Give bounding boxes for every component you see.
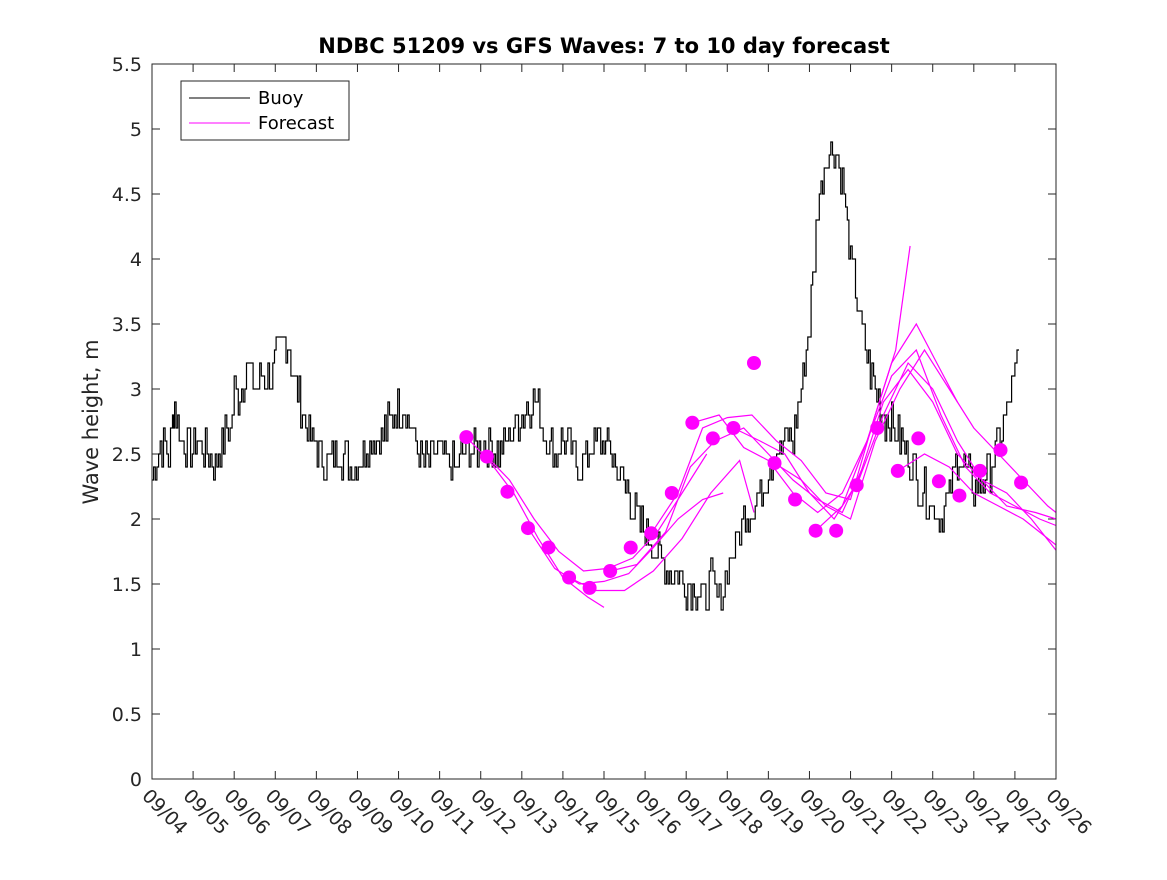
y-tick-label: 5: [130, 119, 142, 141]
y-tick-label: 1: [130, 639, 142, 661]
forecast-marker: [582, 580, 597, 595]
y-tick-label: 1.5: [112, 574, 142, 596]
forecast-marker: [500, 484, 515, 499]
forecast-marker: [459, 430, 474, 445]
forecast-run-line: [527, 492, 724, 585]
forecast-marker: [808, 523, 823, 538]
y-tick-label: 5.5: [112, 54, 142, 76]
forecast-marker: [993, 443, 1008, 458]
forecast-run-line: [856, 368, 1057, 551]
forecast-marker: [479, 449, 494, 464]
y-tick-label: 3.5: [112, 314, 142, 336]
forecast-marker: [562, 570, 577, 585]
forecast-marker: [911, 431, 926, 446]
forecast-marker: [664, 486, 679, 500]
y-tick-label: 4.5: [112, 184, 142, 206]
forecast-marker: [767, 456, 782, 471]
forecast-marker: [705, 431, 720, 446]
forecast-run-line: [486, 453, 708, 572]
forecast-run-line: [733, 361, 1057, 520]
forecast-marker: [788, 492, 803, 507]
forecast-marker: [726, 421, 741, 435]
y-tick-label: 4: [130, 249, 142, 271]
forecast-marker: [931, 474, 946, 489]
forecast-marker: [603, 564, 618, 578]
y-tick-label: 2.5: [112, 444, 142, 466]
forecast-run-line: [692, 322, 958, 514]
legend-buoy-label: Buoy: [258, 88, 304, 109]
forecast-run-line: [897, 453, 1057, 546]
forecast-marker: [952, 488, 967, 503]
y-tick-label: 3: [130, 379, 142, 401]
axes-frame-top: [151, 63, 1057, 780]
forecast-marker: [849, 478, 864, 493]
legend-box: [180, 80, 350, 141]
legend-forecast-label: Forecast: [258, 113, 334, 134]
y-axis-label: Wave height, m: [79, 339, 103, 504]
y-tick-label: 2: [130, 509, 142, 531]
y-tick-label: 0.5: [112, 704, 142, 726]
forecast-marker: [623, 540, 638, 555]
forecast-run-line: [568, 459, 755, 592]
forecast-marker: [746, 356, 761, 370]
forecast-marker: [685, 415, 700, 430]
chart-title: NDBC 51209 vs GFS Waves: 7 to 10 day for…: [318, 34, 889, 58]
forecast-marker: [890, 463, 905, 478]
buoy-series-line: [152, 141, 1019, 611]
forecast-marker: [829, 523, 844, 538]
y-tick-label: 0: [130, 769, 142, 791]
legend: Buoy Forecast: [180, 80, 350, 141]
forecast-marker: [541, 540, 556, 555]
forecast-marker: [520, 521, 535, 536]
forecast-marker: [644, 526, 659, 541]
forecast-run-line: [610, 427, 864, 572]
forecast-marker: [1014, 475, 1029, 490]
forecast-marker: [870, 421, 885, 435]
forecast-marker: [972, 463, 987, 478]
